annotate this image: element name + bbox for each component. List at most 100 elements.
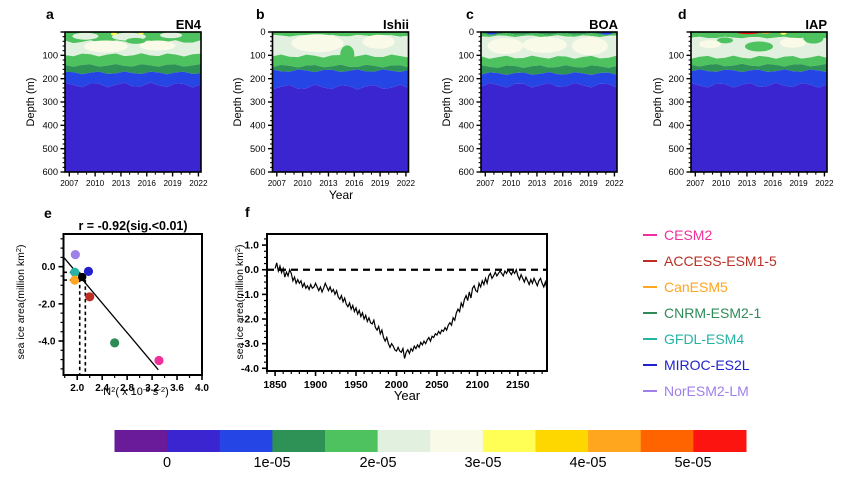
svg-text:2016: 2016 <box>138 179 157 188</box>
panel-b-letter: b <box>256 6 265 22</box>
colorbar-label-1: 1e-05 <box>253 455 291 471</box>
panel-f-letter: f <box>245 204 250 220</box>
svg-text:2007: 2007 <box>268 179 287 188</box>
svg-text:400: 400 <box>250 121 266 131</box>
svg-text:400: 400 <box>42 121 58 131</box>
svg-text:2007: 2007 <box>60 179 79 188</box>
svg-text:2010: 2010 <box>712 179 731 188</box>
legend-line-swatch <box>643 337 657 341</box>
colorbar-segment <box>377 430 431 452</box>
svg-text:2007: 2007 <box>476 179 495 188</box>
svg-text:200: 200 <box>250 74 266 84</box>
legend-item: CanESM5 <box>643 274 777 300</box>
svg-text:-3.0: -3.0 <box>241 338 259 350</box>
svg-text:0.0: 0.0 <box>244 264 259 276</box>
scatter-point-CanESM5 <box>70 275 80 285</box>
svg-text:3.6: 3.6 <box>170 383 184 394</box>
svg-text:400: 400 <box>458 121 474 131</box>
colorbar-label-2: 2e-05 <box>359 455 397 471</box>
svg-text:4.0: 4.0 <box>195 383 209 394</box>
panel-d-letter: d <box>678 6 687 22</box>
svg-text:200: 200 <box>42 74 58 84</box>
legend-item: CESM2 <box>643 222 777 248</box>
scatter-yaxis-label: sea ice area(million km2) <box>13 244 27 360</box>
svg-text:2000: 2000 <box>385 379 409 391</box>
svg-text:-4.0: -4.0 <box>241 363 259 375</box>
svg-text:2013: 2013 <box>319 179 338 188</box>
legend-item: MIROC-ES2L <box>643 352 777 378</box>
svg-text:0: 0 <box>260 27 265 37</box>
svg-text:100: 100 <box>42 51 58 61</box>
scatter-point-NorESM2-LM <box>70 250 80 260</box>
svg-text:300: 300 <box>458 97 474 107</box>
panel-a-title: EN4 <box>175 17 201 32</box>
timeseries-line <box>274 262 548 359</box>
svg-text:2150: 2150 <box>506 379 530 391</box>
svg-text:2.4: 2.4 <box>95 383 109 394</box>
colorbar-label-0: 0 <box>162 455 172 471</box>
panel-b-title: Ishii <box>382 17 409 32</box>
svg-text:500: 500 <box>668 144 684 154</box>
timeseries-yaxis-label: sea ice area(million km2) <box>232 244 246 360</box>
scatter-xaxis-label: N2( x 10-5 s-2) <box>103 384 169 398</box>
legend-line-swatch <box>643 311 657 315</box>
svg-text:500: 500 <box>458 144 474 154</box>
svg-text:2010: 2010 <box>86 179 105 188</box>
heatmap-panel-d: 2007 2010 2013 2016 2019 2022 100 200 300 400 500 6… <box>668 31 834 188</box>
legend-label: NorESM2-LM <box>664 383 749 399</box>
heatmap-panel-c: 2007 2010 2013 2016 2019 2022 0 100 200 300 400 500… <box>458 27 623 188</box>
svg-text:0: 0 <box>469 27 474 37</box>
svg-text:2007: 2007 <box>686 179 705 188</box>
colorbar-segment <box>535 430 589 452</box>
svg-text:2010: 2010 <box>502 179 521 188</box>
colorbar <box>114 430 747 452</box>
svg-text:-4.0: -4.0 <box>38 337 56 348</box>
svg-text:2013: 2013 <box>528 179 547 188</box>
colorbar-segment <box>167 430 221 452</box>
svg-text:300: 300 <box>42 97 58 107</box>
panel-e-letter: e <box>44 205 52 221</box>
legend-label: ACCESS-ESM1-5 <box>664 253 777 269</box>
svg-text:600: 600 <box>42 167 58 177</box>
legend-label: GFDL-ESM4 <box>664 331 745 347</box>
svg-text:500: 500 <box>250 144 266 154</box>
svg-text:2016: 2016 <box>764 179 783 188</box>
depth-axis-label-a: Depth (m) <box>25 77 37 127</box>
legend-line-swatch <box>643 363 657 367</box>
depth-axis-label-d: Depth (m) <box>652 77 664 127</box>
colorbar-label-4: 4e-05 <box>569 455 607 471</box>
svg-text:1900: 1900 <box>304 379 328 391</box>
legend-label: CNRM-ESM2-1 <box>664 305 762 321</box>
svg-text:2100: 2100 <box>466 379 490 391</box>
svg-text:2.8: 2.8 <box>120 383 134 394</box>
svg-text:600: 600 <box>668 167 684 177</box>
svg-text:2019: 2019 <box>789 179 808 188</box>
colorbar-segment <box>219 430 273 452</box>
svg-text:500: 500 <box>42 144 58 154</box>
colorbar-segment <box>114 430 168 452</box>
colorbar-segment <box>588 430 642 452</box>
heatmap-panel-a: 2007 2010 2013 2016 2019 2022 100 200 300 400 500 6… <box>42 31 208 188</box>
depth-axis-label-c: Depth (m) <box>441 77 453 127</box>
svg-text:2022: 2022 <box>605 179 624 188</box>
svg-text:200: 200 <box>668 74 684 84</box>
legend-line-swatch <box>643 389 657 393</box>
svg-text:200: 200 <box>458 74 474 84</box>
svg-text:2019: 2019 <box>371 179 390 188</box>
svg-text:2016: 2016 <box>345 179 364 188</box>
colorbar-segment <box>325 430 379 452</box>
scatter-point-black-marker <box>78 272 87 282</box>
colorbar-segment <box>482 430 536 452</box>
svg-text:100: 100 <box>668 51 684 61</box>
scatter-point-CESM2 <box>154 355 164 366</box>
svg-text:2013: 2013 <box>738 179 757 188</box>
svg-text:600: 600 <box>458 167 474 177</box>
svg-text:2016: 2016 <box>554 179 573 188</box>
timeseries-panel: 1850 1900 1950 2000 2050 2100 2150 1.0 0.0 -1.0 -2… <box>241 233 548 391</box>
colorbar-segment <box>430 430 484 452</box>
svg-text:2019: 2019 <box>579 179 598 188</box>
scatter-title: r = -0.92(sig.<0.01) <box>78 219 188 233</box>
svg-text:-1.0: -1.0 <box>241 289 259 301</box>
